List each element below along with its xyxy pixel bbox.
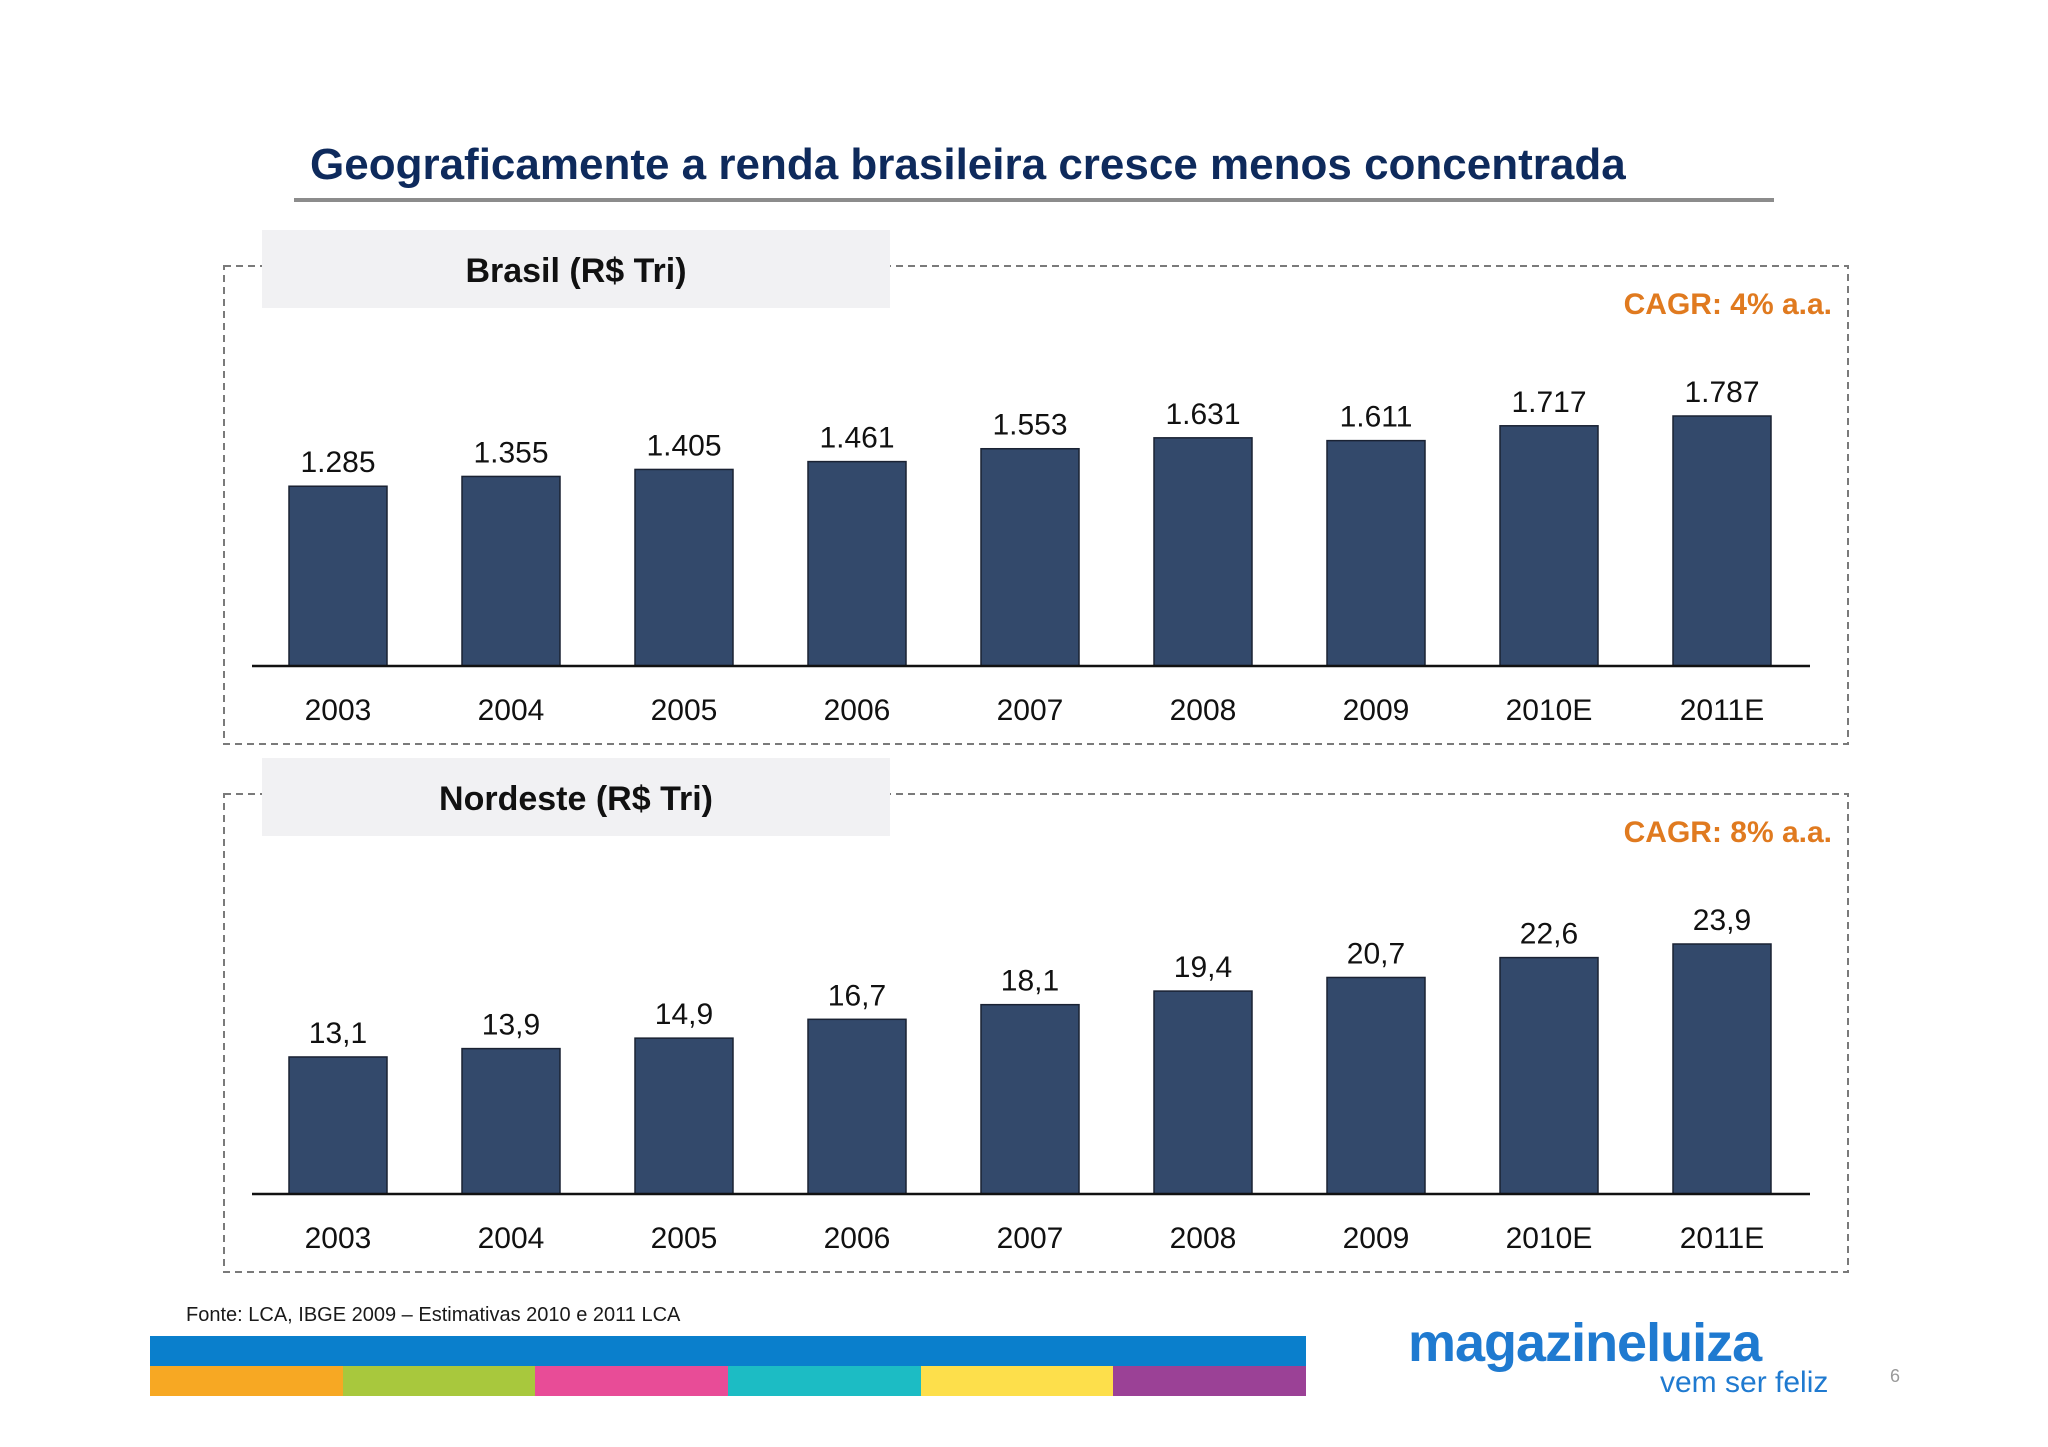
category-label: 2005 bbox=[651, 694, 718, 727]
category-label: 2011E bbox=[1680, 1222, 1765, 1255]
bar bbox=[980, 447, 1080, 667]
chart-brasil: Brasil (R$ Tri) CAGR: 4% a.a. 1.285 2003 1.3… bbox=[223, 230, 1849, 745]
chart-nordeste: Nordeste (R$ Tri) CAGR: 8% a.a. 13,1 2003 13… bbox=[223, 758, 1849, 1273]
source-note: Fonte: LCA, IBGE 2009 – Estimativas 2010… bbox=[186, 1304, 681, 1326]
bar bbox=[1672, 943, 1772, 1195]
category-label: 2008 bbox=[1170, 694, 1237, 727]
bar bbox=[634, 1037, 734, 1195]
bar bbox=[461, 475, 561, 667]
chart-title-box bbox=[262, 758, 890, 836]
bar bbox=[634, 468, 734, 667]
bar bbox=[288, 1056, 388, 1195]
color-strip-segment bbox=[1113, 1366, 1307, 1396]
category-label: 2006 bbox=[824, 694, 891, 727]
cagr-annotation: CAGR: 4% a.a. bbox=[1624, 288, 1832, 321]
footer-blue-stripe bbox=[150, 1336, 1306, 1366]
chart-frame bbox=[223, 265, 1849, 745]
data-label: 14,9 bbox=[655, 998, 713, 1031]
data-label: 13,1 bbox=[309, 1017, 367, 1050]
color-strip-segment bbox=[535, 1366, 729, 1396]
bar bbox=[1326, 976, 1426, 1195]
category-label: 2003 bbox=[305, 694, 372, 727]
bar bbox=[461, 1047, 561, 1195]
data-label: 22,6 bbox=[1520, 918, 1578, 951]
slide-title: Geograficamente a renda brasileira cresc… bbox=[310, 140, 1626, 189]
category-label: 2003 bbox=[305, 1222, 372, 1255]
cagr-annotation: CAGR: 8% a.a. bbox=[1624, 816, 1832, 849]
page-number: 6 bbox=[1890, 1366, 1901, 1386]
brand-logo: magazineluiza bbox=[1408, 1313, 1762, 1373]
chart-title: Nordeste (R$ Tri) bbox=[439, 780, 713, 818]
bar bbox=[1499, 956, 1599, 1195]
category-label: 2009 bbox=[1343, 694, 1410, 727]
data-label: 13,9 bbox=[482, 1009, 540, 1042]
category-label: 2010E bbox=[1506, 694, 1593, 727]
category-label: 2010E bbox=[1506, 1222, 1593, 1255]
title-underline bbox=[294, 198, 1774, 202]
data-label: 1.787 bbox=[1684, 376, 1759, 409]
brand-tagline: vem ser feliz bbox=[1660, 1366, 1829, 1399]
color-strip-segment bbox=[728, 1366, 921, 1396]
bar bbox=[1326, 439, 1426, 667]
data-label: 1.285 bbox=[300, 446, 375, 479]
data-label: 23,9 bbox=[1693, 904, 1751, 937]
category-label: 2009 bbox=[1343, 1222, 1410, 1255]
color-strip-segment bbox=[150, 1366, 343, 1396]
color-strip-segment bbox=[920, 1366, 1114, 1396]
data-label: 1.405 bbox=[646, 429, 721, 462]
bar bbox=[288, 485, 388, 667]
data-label: 1.717 bbox=[1511, 386, 1586, 419]
category-label: 2007 bbox=[997, 694, 1064, 727]
chart-frame bbox=[223, 793, 1849, 1273]
category-label: 2011E bbox=[1680, 694, 1765, 727]
data-label: 1.355 bbox=[473, 436, 548, 469]
category-label: 2004 bbox=[478, 1222, 545, 1255]
footer-color-strip bbox=[150, 1366, 1307, 1396]
category-label: 2008 bbox=[1170, 1222, 1237, 1255]
data-label: 16,7 bbox=[828, 979, 886, 1012]
data-label: 19,4 bbox=[1174, 951, 1232, 984]
bar bbox=[1672, 415, 1772, 667]
data-label: 18,1 bbox=[1001, 965, 1059, 998]
category-label: 2006 bbox=[824, 1222, 891, 1255]
data-label: 1.461 bbox=[819, 422, 894, 455]
chart-title-box bbox=[262, 230, 890, 308]
category-label: 2005 bbox=[651, 1222, 718, 1255]
bar bbox=[1153, 990, 1253, 1195]
category-label: 2004 bbox=[478, 694, 545, 727]
bar bbox=[980, 1003, 1080, 1195]
data-label: 20,7 bbox=[1347, 937, 1405, 970]
bar bbox=[1499, 425, 1599, 667]
bar bbox=[1153, 437, 1253, 667]
data-label: 1.631 bbox=[1165, 398, 1240, 431]
data-label: 1.553 bbox=[992, 409, 1067, 442]
category-label: 2007 bbox=[997, 1222, 1064, 1255]
chart-title: Brasil (R$ Tri) bbox=[465, 252, 686, 290]
bar bbox=[807, 1018, 907, 1195]
data-label: 1.611 bbox=[1340, 401, 1413, 434]
bar bbox=[807, 460, 907, 667]
color-strip-segment bbox=[342, 1366, 536, 1396]
